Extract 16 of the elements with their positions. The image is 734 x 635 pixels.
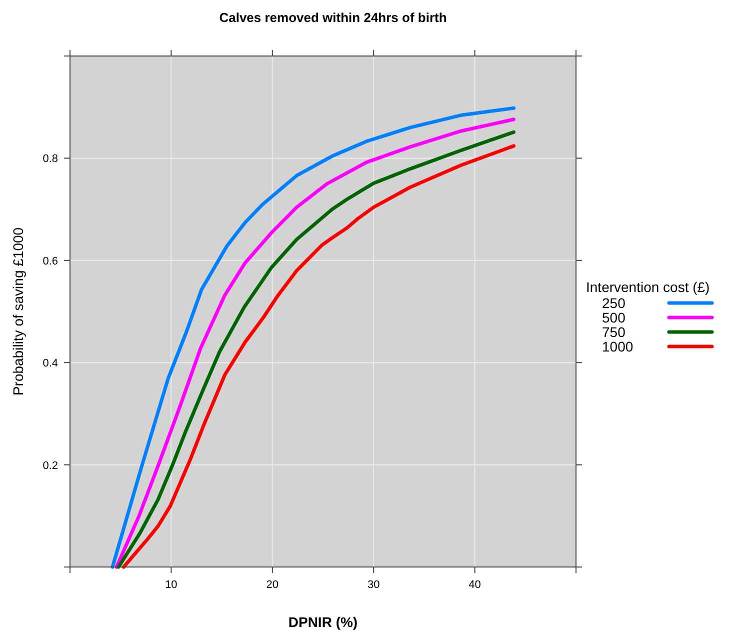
y-tick-label: 0.6 xyxy=(42,255,58,268)
text: 250 xyxy=(602,295,626,311)
y-tick-label: 0.8 xyxy=(42,153,58,166)
y-tick-label: 0.2 xyxy=(42,460,58,472)
x-tick-label: 30 xyxy=(367,579,380,591)
text: 750 xyxy=(602,324,626,340)
y-tick-label: 0.4 xyxy=(42,358,58,370)
y-axis-title: Probability of saving £1000 xyxy=(10,227,26,396)
x-axis-title: DPNIR (%) xyxy=(288,614,358,630)
x-tick-label: 10 xyxy=(165,579,178,591)
chart-title: Calves removed within 24hrs of birth xyxy=(219,10,447,25)
x-tick-label: 20 xyxy=(266,579,279,591)
text: 500 xyxy=(602,310,626,326)
legend-title: Intervention cost (£) xyxy=(586,279,710,295)
x-tick-label: 40 xyxy=(468,579,481,591)
text: 1000 xyxy=(602,338,634,354)
